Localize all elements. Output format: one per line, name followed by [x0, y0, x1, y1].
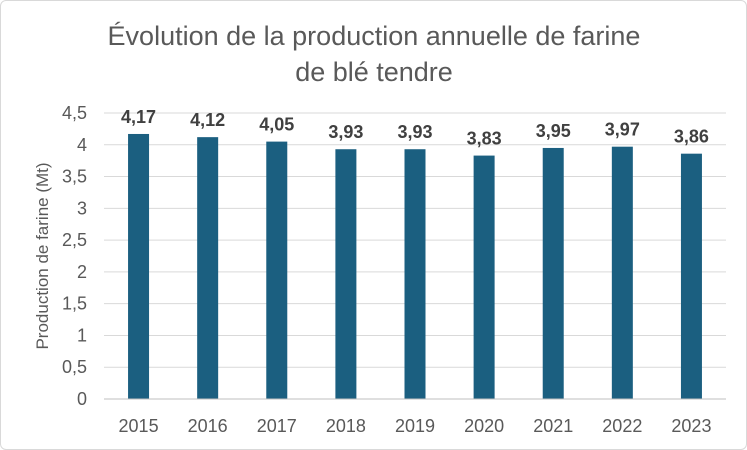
chart-title-line-2: de blé tendre [295, 57, 453, 87]
x-tick-label-2016: 2016 [188, 416, 228, 436]
data-label-2017: 4,05 [259, 115, 294, 135]
x-axis-ticks: 2015 2016 2017 2018 2019 2020 2021 2022 2023 [119, 416, 712, 436]
data-label-2020: 3,83 [467, 129, 502, 149]
y-tick-label: 0,5 [62, 357, 87, 377]
bar-2019 [404, 149, 426, 399]
data-label-2018: 3,93 [328, 122, 363, 142]
y-tick-label: 0 [77, 389, 87, 409]
y-tick-label: 3 [77, 198, 87, 218]
chart-title-line-1: Évolution de la production annuelle de f… [108, 21, 641, 51]
bar-2017 [266, 141, 288, 399]
data-label-2019: 3,93 [397, 122, 432, 142]
x-tick-label-2022: 2022 [602, 416, 642, 436]
bar-2015 [128, 133, 150, 399]
data-labels: 4,17 4,12 4,05 3,93 3,93 3,83 3,95 3,97 3,86 [121, 107, 709, 149]
x-tick-label-2019: 2019 [395, 416, 435, 436]
bar-2023 [680, 153, 702, 399]
data-label-2023: 3,86 [674, 127, 709, 147]
y-axis-ticks: 0 0,5 1 1,5 2 2,5 3 3,5 4 4,5 [62, 103, 87, 409]
y-tick-label: 2,5 [62, 230, 87, 250]
x-tick-label-2021: 2021 [533, 416, 573, 436]
x-tick-label-2017: 2017 [257, 416, 297, 436]
x-tick-label-2020: 2020 [464, 416, 504, 436]
y-axis-label: Production de farine (Mt) [33, 162, 52, 349]
bars [128, 133, 702, 399]
y-tick-label: 2 [77, 262, 87, 282]
x-tick-label-2023: 2023 [671, 416, 711, 436]
y-tick-label: 3,5 [62, 167, 87, 187]
y-tick-label: 4,5 [62, 103, 87, 123]
bar-2020 [473, 155, 495, 399]
x-tick-label-2018: 2018 [326, 416, 366, 436]
bar-2021 [542, 147, 564, 399]
bar-2018 [335, 149, 357, 399]
y-tick-label: 1,5 [62, 294, 87, 314]
y-tick-label: 1 [77, 325, 87, 345]
data-label-2021: 3,95 [536, 121, 571, 141]
x-tick-label-2015: 2015 [119, 416, 159, 436]
data-label-2015: 4,17 [121, 107, 156, 127]
data-label-2016: 4,12 [190, 110, 225, 130]
y-tick-label: 4 [77, 135, 87, 155]
bar-2016 [197, 137, 219, 399]
bar-2022 [611, 146, 633, 399]
data-label-2022: 3,97 [605, 120, 640, 140]
